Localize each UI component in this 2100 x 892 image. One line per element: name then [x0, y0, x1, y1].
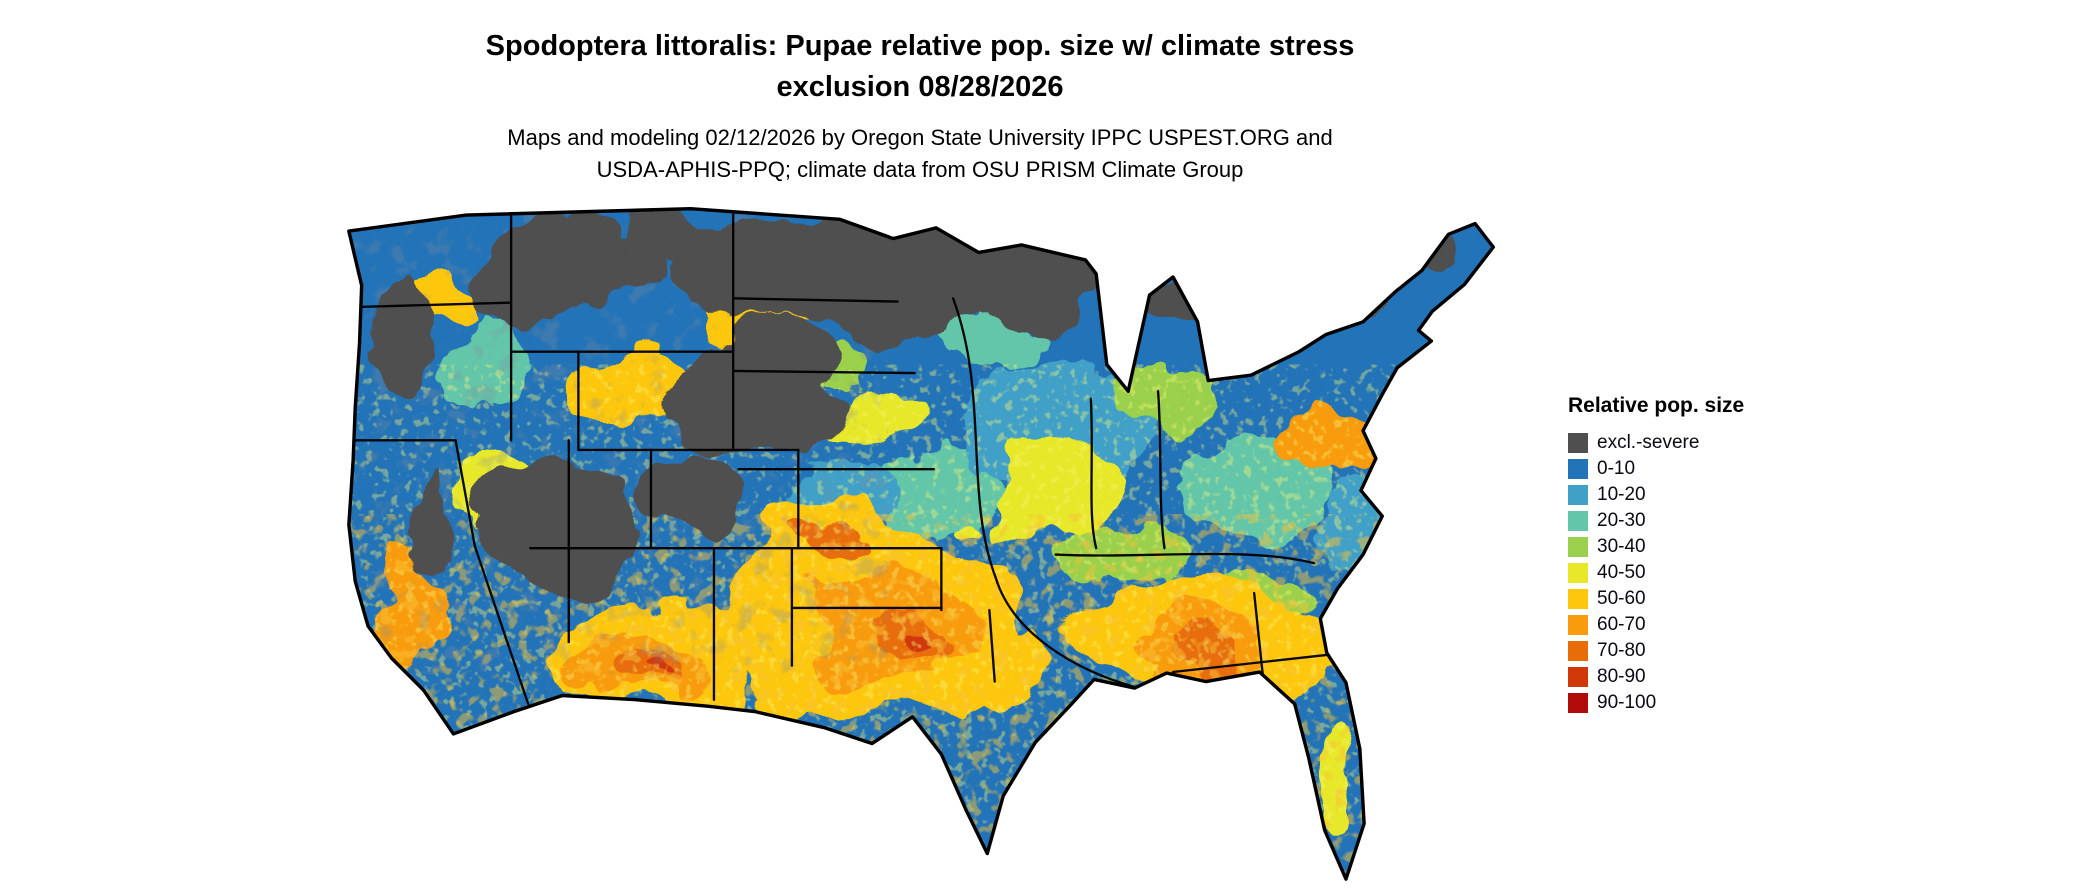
legend-item: 0-10 — [1568, 456, 1828, 482]
legend-label: 20-30 — [1597, 510, 1646, 531]
legend-item: 90-100 — [1568, 690, 1828, 716]
legend-item: 30-40 — [1568, 534, 1828, 560]
legend-label: 50-60 — [1597, 588, 1646, 609]
legend-item: 20-30 — [1568, 508, 1828, 534]
us-map-svg — [347, 206, 1496, 881]
legend-swatch — [1568, 459, 1588, 479]
legend-label: 70-80 — [1597, 640, 1646, 661]
legend-label: 80-90 — [1597, 666, 1646, 687]
legend-item: 70-80 — [1568, 638, 1828, 664]
legend-swatch — [1568, 693, 1588, 713]
legend-label: 40-50 — [1597, 562, 1646, 583]
legend-swatch — [1568, 433, 1588, 453]
legend-swatch — [1568, 641, 1588, 661]
legend-title: Relative pop. size — [1568, 394, 1745, 417]
page-subtitle: Maps and modeling 02/12/2026 by Oregon S… — [507, 125, 1333, 182]
legend-label: 30-40 — [1597, 536, 1646, 557]
legend-item: 10-20 — [1568, 482, 1828, 508]
legend-swatch — [1568, 589, 1588, 609]
legend-item: 40-50 — [1568, 560, 1828, 586]
legend-item: 60-70 — [1568, 612, 1828, 638]
legend: Relative pop. size excl.-severe 0-10 10-20… — [1568, 394, 1828, 716]
legend-label: 60-70 — [1597, 614, 1646, 635]
legend-swatch — [1568, 615, 1588, 635]
legend-label: 0-10 — [1597, 458, 1636, 479]
legend-item: 50-60 — [1568, 586, 1828, 612]
legend-label: 10-20 — [1597, 484, 1646, 505]
legend-swatch — [1568, 563, 1588, 583]
legend-item: excl.-severe — [1568, 430, 1828, 456]
legend-item: 80-90 — [1568, 664, 1828, 690]
legend-items: excl.-severe 0-10 10-20 20-30 30-40 40-50 50-6… — [1568, 430, 1828, 716]
legend-label: excl.-severe — [1597, 432, 1700, 453]
us-map — [285, 198, 1555, 892]
page-title: Spodoptera littoralis: Pupae relative po… — [485, 30, 1355, 104]
legend-swatch — [1568, 667, 1588, 687]
legend-label: 90-100 — [1597, 692, 1657, 713]
legend-swatch — [1568, 537, 1588, 557]
state-borders — [350, 208, 1328, 706]
us-outline — [347, 206, 1496, 881]
legend-swatch — [1568, 511, 1588, 531]
legend-swatch — [1568, 485, 1588, 505]
raster-layers — [348, 208, 1494, 880]
